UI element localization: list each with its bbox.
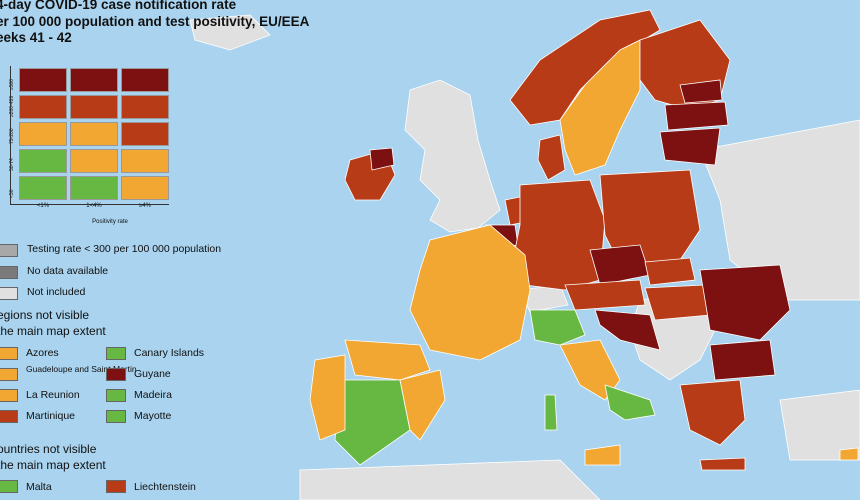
regions-title-line-1: egions not visible — [0, 308, 90, 322]
country-swatch — [106, 480, 126, 493]
country-label: Liechtenstein — [134, 481, 196, 493]
status-swatch — [0, 287, 18, 300]
positivity-axis-label: Positivity rate — [92, 219, 128, 225]
slovenia-croatia — [594, 309, 661, 351]
bulgaria — [709, 339, 776, 381]
matrix-cell — [121, 68, 169, 92]
africa-landmass — [299, 459, 601, 500]
matrix-cell — [70, 68, 118, 92]
estonia — [679, 79, 723, 104]
slovakia — [644, 257, 696, 286]
lithuania — [659, 127, 721, 166]
title-line-1: 4-day COVID-19 case notification rate — [0, 0, 237, 12]
matrix-cell — [70, 149, 118, 173]
region-label: Mayotte — [134, 410, 172, 422]
region-label: Madeira — [134, 389, 172, 401]
region-swatch — [0, 368, 18, 381]
matrix-cell — [121, 176, 169, 200]
matrix-cell — [121, 95, 169, 119]
sweden — [559, 39, 641, 176]
matrix-cell — [19, 149, 67, 173]
matrix-cell — [70, 95, 118, 119]
region-swatch — [0, 347, 18, 360]
region-swatch — [106, 368, 126, 381]
region-label: La Reunion — [26, 389, 80, 401]
region-label: Guyane — [134, 368, 171, 380]
matrix-col-label: <1% — [36, 203, 50, 209]
matrix-cell — [121, 122, 169, 146]
region-label: Martinique — [26, 410, 76, 422]
denmark — [537, 134, 566, 181]
legend-matrix: ≥500 ≥200-499 75-200 50-74 <50 — [9, 66, 169, 205]
country-swatch — [0, 480, 18, 493]
turkey-landmass — [779, 389, 860, 461]
italy-south — [604, 384, 656, 421]
map-title: 4-day COVID-19 case notification rate er… — [0, 0, 309, 47]
matrix-cell — [19, 176, 67, 200]
germany — [514, 179, 606, 291]
greece — [679, 379, 746, 446]
region-label: Guadeloupe and Saint Martin — [26, 364, 137, 374]
cyprus — [839, 447, 859, 461]
regions-title-line-2: the main map extent — [0, 324, 106, 338]
matrix-cell — [19, 95, 67, 119]
italy-north — [529, 309, 586, 346]
region-label: Azores — [26, 347, 59, 359]
spain-east — [399, 369, 446, 441]
countries-title-line-2: the main map extent — [0, 458, 106, 472]
austria — [564, 279, 646, 311]
france — [409, 224, 531, 361]
title-line-3: eeks 41 - 42 — [0, 30, 72, 45]
country-label: Malta — [26, 481, 52, 493]
matrix-cell — [70, 176, 118, 200]
uk-landmass — [404, 79, 501, 233]
matrix-cell — [19, 122, 67, 146]
region-swatch — [0, 410, 18, 423]
matrix-col-label: ≥4% — [139, 203, 151, 209]
matrix-col-label: 1<4% — [86, 203, 102, 209]
regions-section-title: egions not visible the main map extent — [0, 307, 106, 339]
latvia — [664, 101, 729, 131]
status-label: Testing rate < 300 per 100 000 populatio… — [27, 243, 222, 255]
region-swatch — [106, 389, 126, 402]
hungary — [644, 284, 711, 321]
region-label: Canary Islands — [134, 347, 205, 359]
region-swatch — [106, 410, 126, 423]
matrix-cell — [19, 68, 67, 92]
iceland — [189, 14, 271, 51]
status-swatch — [0, 244, 18, 257]
romania — [699, 264, 791, 341]
title-line-2: er 100 000 population and test positivit… — [0, 13, 310, 29]
matrix-cell — [70, 122, 118, 146]
countries-section-title: ountries not visible the main map extent — [0, 441, 106, 473]
status-label: Not included — [27, 286, 86, 298]
sardinia — [544, 394, 558, 431]
region-swatch — [0, 389, 18, 402]
region-swatch — [106, 347, 126, 360]
portugal — [309, 354, 346, 441]
status-label: No data available — [27, 264, 109, 277]
sicily — [584, 444, 621, 466]
matrix-axis — [10, 66, 169, 205]
spain-north — [344, 339, 431, 381]
northern-ireland — [369, 147, 395, 171]
countries-title-line-1: ountries not visible — [0, 442, 97, 456]
matrix-cell — [121, 149, 169, 173]
crete — [699, 457, 746, 471]
status-swatch — [0, 265, 18, 279]
